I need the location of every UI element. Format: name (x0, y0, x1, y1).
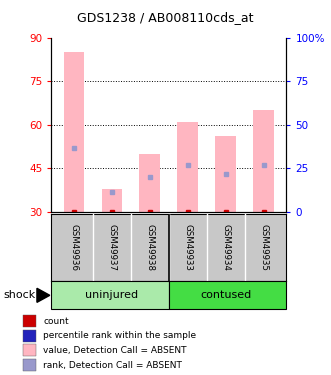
Text: count: count (43, 316, 69, 326)
Text: GSM49935: GSM49935 (259, 224, 268, 271)
Text: GDS1238 / AB008110cds_at: GDS1238 / AB008110cds_at (77, 11, 254, 24)
Bar (169, 281, 286, 309)
Bar (23, 344, 36, 356)
Bar (139, 154, 160, 212)
Text: rank, Detection Call = ABSENT: rank, Detection Call = ABSENT (43, 361, 182, 370)
Bar (253, 110, 274, 212)
Text: contused: contused (200, 290, 251, 300)
Bar (64, 52, 84, 212)
Bar (23, 315, 36, 327)
Text: GSM49936: GSM49936 (70, 224, 78, 271)
Text: value, Detection Call = ABSENT: value, Detection Call = ABSENT (43, 346, 187, 355)
Bar (215, 136, 236, 212)
Bar (102, 189, 122, 212)
Text: GSM49938: GSM49938 (145, 224, 154, 271)
Text: GSM49934: GSM49934 (221, 224, 230, 271)
Bar (23, 359, 36, 371)
Text: percentile rank within the sample: percentile rank within the sample (43, 331, 196, 340)
Bar (51, 281, 169, 309)
Polygon shape (37, 288, 50, 302)
Bar (23, 330, 36, 342)
Text: GSM49937: GSM49937 (108, 224, 117, 271)
Bar (177, 122, 198, 212)
Text: GSM49933: GSM49933 (183, 224, 192, 271)
Text: uninjured: uninjured (85, 290, 138, 300)
Text: shock: shock (3, 290, 35, 300)
